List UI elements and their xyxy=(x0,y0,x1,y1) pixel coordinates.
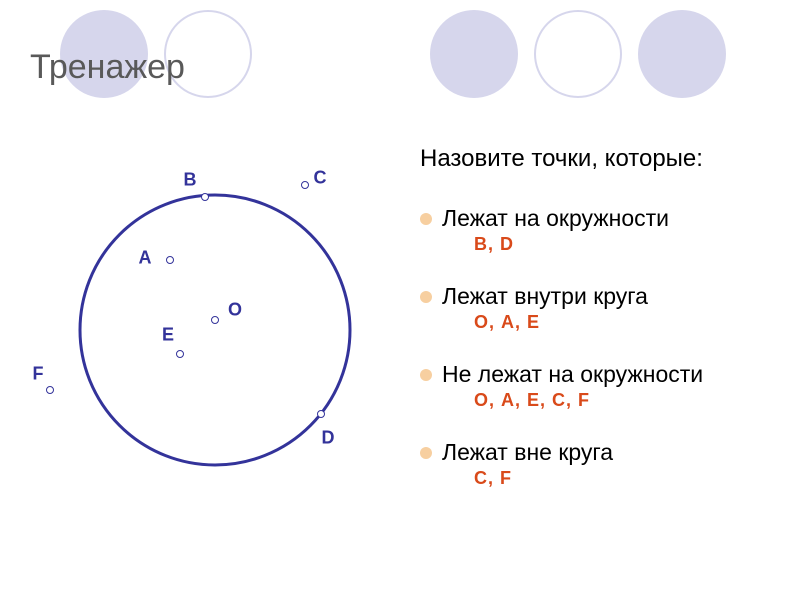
bullet-icon xyxy=(420,447,432,459)
point-C xyxy=(301,181,309,189)
label-A: A xyxy=(139,248,152,269)
question-text: Лежат на окружности xyxy=(442,205,669,232)
answer-text: О, А, Е xyxy=(474,312,790,333)
label-O: O xyxy=(228,300,242,321)
answer-text: В, D xyxy=(474,234,790,255)
label-B: B xyxy=(184,170,197,191)
point-D xyxy=(317,410,325,418)
point-A xyxy=(166,256,174,264)
label-E: E xyxy=(162,325,174,346)
point-O xyxy=(211,316,219,324)
prompt-text: Назовите точки, которые: xyxy=(420,145,790,173)
answer-text: О, А, Е, С, F xyxy=(474,390,790,411)
circle-svg xyxy=(30,170,390,530)
deco-circle xyxy=(430,10,518,98)
label-D: D xyxy=(322,428,335,449)
label-C: C xyxy=(314,168,327,189)
deco-circle xyxy=(638,10,726,98)
main-circle xyxy=(80,195,350,465)
point-F xyxy=(46,386,54,394)
question-item: Лежат вне круга С, F xyxy=(420,439,790,489)
point-E xyxy=(176,350,184,358)
question-item: Не лежат на окружности О, А, Е, С, F xyxy=(420,361,790,411)
bullet-icon xyxy=(420,213,432,225)
question-text: Не лежат на окружности xyxy=(442,361,703,388)
label-F: F xyxy=(33,364,44,385)
bullet-icon xyxy=(420,369,432,381)
question-panel: Назовите точки, которые: Лежат на окружн… xyxy=(420,145,790,517)
question-text: Лежат внутри круга xyxy=(442,283,648,310)
bullet-icon xyxy=(420,291,432,303)
page-title: Тренажер xyxy=(30,48,185,87)
point-B xyxy=(201,193,209,201)
question-item: Лежат на окружности В, D xyxy=(420,205,790,255)
question-text: Лежат вне круга xyxy=(442,439,613,466)
deco-circle xyxy=(534,10,622,98)
question-item: Лежат внутри круга О, А, Е xyxy=(420,283,790,333)
circle-diagram: A B C D E F O xyxy=(30,170,390,530)
answer-text: С, F xyxy=(474,468,790,489)
